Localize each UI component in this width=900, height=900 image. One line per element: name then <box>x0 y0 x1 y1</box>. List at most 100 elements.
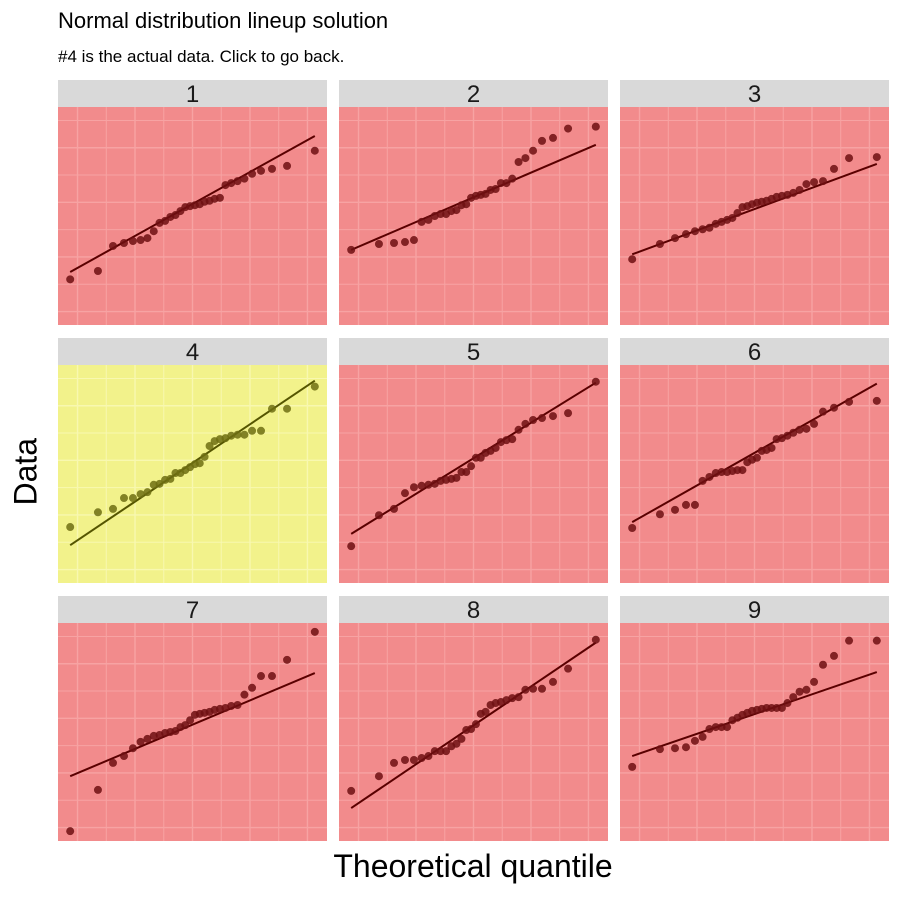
qq-point <box>436 210 445 219</box>
panel-3[interactable]: 3 <box>620 80 889 325</box>
qq-point <box>681 500 690 509</box>
qq-point <box>591 377 600 386</box>
qq-point <box>227 701 236 710</box>
qq-point <box>698 476 707 485</box>
qq-point <box>400 489 409 498</box>
qq-point <box>128 494 137 503</box>
qq-point <box>521 154 530 163</box>
qq-point <box>181 721 190 730</box>
panel-strip <box>339 338 608 365</box>
qq-point <box>508 435 517 444</box>
qq-point <box>119 494 128 503</box>
qq-point <box>93 266 102 275</box>
qq-point <box>136 737 145 746</box>
qq-point <box>628 524 637 533</box>
qq-point <box>347 786 356 795</box>
panel-label: 8 <box>467 597 480 624</box>
qq-point <box>400 755 409 764</box>
qq-point <box>705 223 714 232</box>
qq-point <box>374 772 383 781</box>
qq-point <box>529 146 538 155</box>
qq-point <box>548 133 557 142</box>
qq-point <box>789 693 798 702</box>
panel-1[interactable]: 1 <box>58 80 327 325</box>
panel-strip <box>620 80 889 107</box>
panel-strip <box>620 596 889 623</box>
qq-point <box>452 739 461 748</box>
qq-point <box>227 431 236 440</box>
panel-2[interactable]: 2 <box>339 80 608 325</box>
panel-8[interactable]: 8 <box>339 596 608 841</box>
qq-point <box>267 164 276 173</box>
qq-point <box>514 157 523 166</box>
qq-point <box>728 213 737 222</box>
qq-point <box>136 490 145 499</box>
qq-point <box>166 474 175 483</box>
panel-strip <box>58 596 327 623</box>
qq-point <box>738 466 747 475</box>
qq-point <box>802 424 811 433</box>
qq-point <box>233 700 242 709</box>
qq-point <box>711 723 720 732</box>
panel-7[interactable]: 7 <box>58 596 327 841</box>
qq-point <box>723 723 732 732</box>
qq-point <box>128 237 137 246</box>
panel-label: 2 <box>467 81 480 108</box>
qq-point <box>149 227 158 236</box>
qq-point <box>310 627 319 636</box>
qq-point <box>810 178 819 187</box>
panel-6[interactable]: 6 <box>620 338 889 583</box>
panel-4[interactable]: 4 <box>58 338 327 583</box>
qq-point <box>233 177 242 186</box>
qq-point <box>390 758 399 767</box>
qq-point <box>205 442 214 451</box>
qq-point <box>655 745 664 754</box>
panel-label: 6 <box>748 339 761 366</box>
qq-point <box>690 736 699 745</box>
qq-point <box>267 404 276 413</box>
qq-point <box>681 743 690 752</box>
panel-9[interactable]: 9 <box>620 596 889 841</box>
panel-label: 5 <box>467 339 480 366</box>
qq-point <box>538 684 547 693</box>
qq-point <box>671 744 680 753</box>
qq-point <box>119 239 128 248</box>
qq-point <box>66 827 75 836</box>
qq-point <box>257 426 266 435</box>
panel-strip <box>339 80 608 107</box>
qq-point <box>810 419 819 428</box>
qq-point <box>119 752 128 761</box>
panel-strip <box>620 338 889 365</box>
qq-point <box>529 415 538 424</box>
qq-point <box>795 687 804 696</box>
qq-point <box>227 179 236 188</box>
qq-point <box>424 752 433 761</box>
panel-5[interactable]: 5 <box>339 338 608 583</box>
qq-point <box>436 747 445 756</box>
qq-point <box>452 206 461 215</box>
qq-point <box>283 655 292 664</box>
qq-point <box>143 488 152 497</box>
qq-point <box>829 403 838 412</box>
qq-point <box>248 683 257 692</box>
panel-label: 4 <box>186 339 199 366</box>
qq-point <box>795 185 804 194</box>
qq-point <box>514 425 523 434</box>
qq-point <box>424 480 433 489</box>
qq-point <box>471 720 480 729</box>
qq-point <box>795 425 804 434</box>
qq-point <box>233 430 242 439</box>
panel-strip <box>58 80 327 107</box>
qq-point <box>789 188 798 197</box>
chart-subtitle[interactable]: #4 is the actual data. Click to go back. <box>58 47 345 66</box>
qq-point <box>690 227 699 236</box>
qq-point <box>829 651 838 660</box>
qq-point <box>409 236 418 245</box>
qq-point <box>502 179 511 188</box>
qq-point <box>347 245 356 254</box>
qq-point <box>628 255 637 264</box>
panel-label: 1 <box>186 81 199 108</box>
qq-point <box>467 462 476 471</box>
qq-reference-line <box>631 671 878 758</box>
